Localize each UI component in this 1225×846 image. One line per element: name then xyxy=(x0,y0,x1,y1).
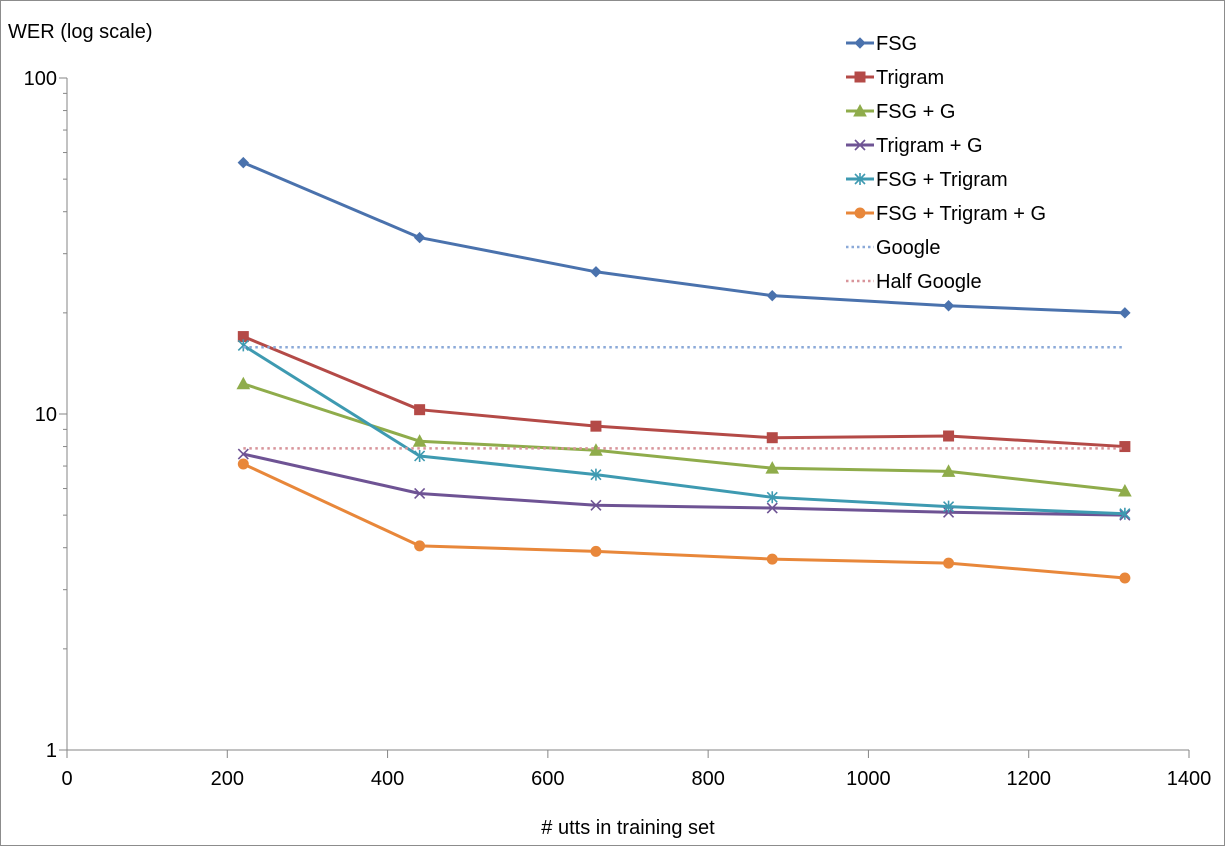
legend-label: Trigram + G xyxy=(876,135,983,157)
y-tick-label: 1 xyxy=(46,740,57,762)
data-point xyxy=(943,557,955,569)
data-point xyxy=(237,458,249,470)
y-axis-title: WER (log scale) xyxy=(8,21,152,43)
data-point xyxy=(766,289,778,302)
data-point xyxy=(413,231,426,244)
data-point xyxy=(590,266,602,278)
series-fsg-trigram xyxy=(237,339,1131,520)
legend-label: FSG + Trigram xyxy=(876,169,1008,191)
legend-marker xyxy=(854,71,866,83)
data-point xyxy=(414,449,426,462)
y-tick-label: 10 xyxy=(35,404,57,426)
data-point xyxy=(237,339,249,352)
data-point xyxy=(1118,483,1132,497)
legend-item: FSG xyxy=(846,33,917,55)
data-point xyxy=(766,491,778,504)
data-point xyxy=(412,434,427,447)
series-line xyxy=(242,452,1125,517)
series-line xyxy=(242,344,1125,516)
x-tick-label: 0 xyxy=(61,768,72,790)
x-tick-label: 400 xyxy=(371,768,404,790)
data-point xyxy=(1119,572,1131,584)
data-point xyxy=(1119,507,1131,520)
legend-label: Google xyxy=(876,237,941,259)
data-point xyxy=(236,376,251,390)
x-tick-label: 800 xyxy=(691,768,724,790)
data-point xyxy=(414,540,426,552)
legend-item: Google xyxy=(846,237,941,259)
data-point xyxy=(590,499,602,511)
legend: FSG Trigram FSG + G Trigram + G FSG + Trigra… xyxy=(846,33,1046,293)
legend-label: Trigram xyxy=(876,67,944,89)
series-fsg-g xyxy=(236,376,1132,497)
data-point xyxy=(414,404,426,416)
legend-marker xyxy=(854,207,866,219)
y-tick-label: 100 xyxy=(24,68,57,90)
series-trigram xyxy=(237,331,1131,453)
legend-item: FSG + G xyxy=(846,101,955,123)
legend-label: FSG + Trigram + G xyxy=(876,203,1046,225)
data-point xyxy=(766,432,778,444)
legend-marker xyxy=(853,103,867,117)
data-point xyxy=(589,443,603,456)
legend-label: Half Google xyxy=(876,271,982,293)
series-line xyxy=(242,382,1126,493)
data-point xyxy=(766,502,778,514)
series-line xyxy=(242,462,1126,580)
series-layer xyxy=(236,156,1132,584)
data-point xyxy=(237,448,249,460)
x-tick-label: 200 xyxy=(211,768,244,790)
x-tick-label: 1200 xyxy=(1006,768,1051,790)
data-point xyxy=(414,487,426,500)
x-axis-title: # utts in training set xyxy=(541,817,715,839)
legend-label: FSG + G xyxy=(876,101,955,123)
data-point xyxy=(590,420,602,432)
series-fsg-trigram-g xyxy=(237,458,1131,584)
data-point xyxy=(941,464,956,477)
series-line xyxy=(242,161,1125,315)
series-line xyxy=(242,335,1125,449)
data-point xyxy=(1119,441,1131,453)
data-point xyxy=(943,500,955,513)
legend-item: Trigram + G xyxy=(846,135,983,157)
legend-marker xyxy=(854,37,866,49)
data-point xyxy=(765,461,780,474)
legend-label: FSG xyxy=(876,33,917,55)
data-point xyxy=(1119,307,1131,319)
data-point xyxy=(766,553,778,565)
x-tick-label: 1000 xyxy=(846,768,891,790)
x-tick-label: 600 xyxy=(531,768,564,790)
data-point xyxy=(942,300,955,312)
data-point xyxy=(943,430,955,442)
x-tick-label: 1400 xyxy=(1167,768,1212,790)
legend-item: Half Google xyxy=(846,271,982,293)
legend-item: FSG + Trigram xyxy=(846,169,1008,191)
data-point xyxy=(590,468,602,481)
legend-marker xyxy=(854,173,866,185)
legend-item: Trigram xyxy=(846,67,944,89)
legend-marker xyxy=(854,139,866,151)
data-point xyxy=(237,156,250,169)
series-fsg xyxy=(237,156,1131,319)
data-point xyxy=(590,545,602,557)
legend-item: FSG + Trigram + G xyxy=(846,203,1046,225)
